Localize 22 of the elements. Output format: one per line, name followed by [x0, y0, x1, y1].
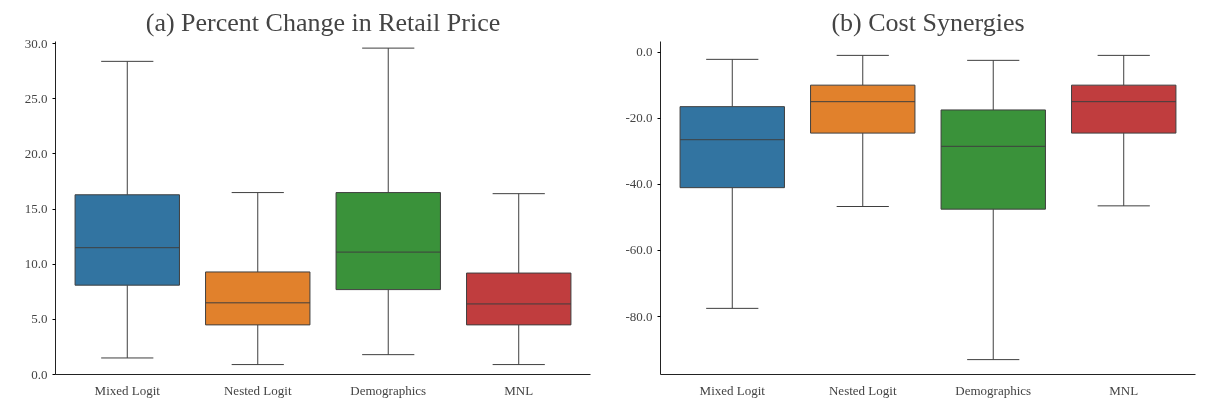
x-tick-label: Nested Logit: [829, 382, 897, 398]
chart-title: (a) Percent Change in Retail Price: [145, 7, 501, 37]
x-tick-label: MNL: [1109, 382, 1139, 398]
y-tick-label: 0.0: [636, 44, 653, 60]
y-tick-label: 20.0: [24, 145, 48, 161]
x-tick-label: Nested Logit: [224, 382, 292, 398]
x-tick-label: Mixed Logit: [699, 382, 766, 398]
y-tick-label: -20.0: [625, 110, 653, 126]
y-tick-label: -40.0: [625, 176, 653, 192]
y-tick-label: 30.0: [24, 35, 48, 51]
y-tick-label: 15.0: [24, 201, 48, 217]
chart-title: (b) Cost Synergies: [831, 7, 1025, 37]
y-tick-label: -80.0: [625, 308, 653, 324]
x-tick-label: Demographics: [350, 382, 427, 398]
y-tick-label: 10.0: [24, 256, 48, 272]
x-tick-label: Demographics: [955, 382, 1032, 398]
y-tick-label: 0.0: [31, 366, 48, 382]
y-tick-label: 5.0: [31, 311, 48, 327]
x-tick-label: Mixed Logit: [94, 382, 161, 398]
y-tick-label: -60.0: [625, 242, 653, 258]
y-tick-label: 25.0: [24, 90, 48, 106]
x-tick-label: MNL: [504, 382, 534, 398]
